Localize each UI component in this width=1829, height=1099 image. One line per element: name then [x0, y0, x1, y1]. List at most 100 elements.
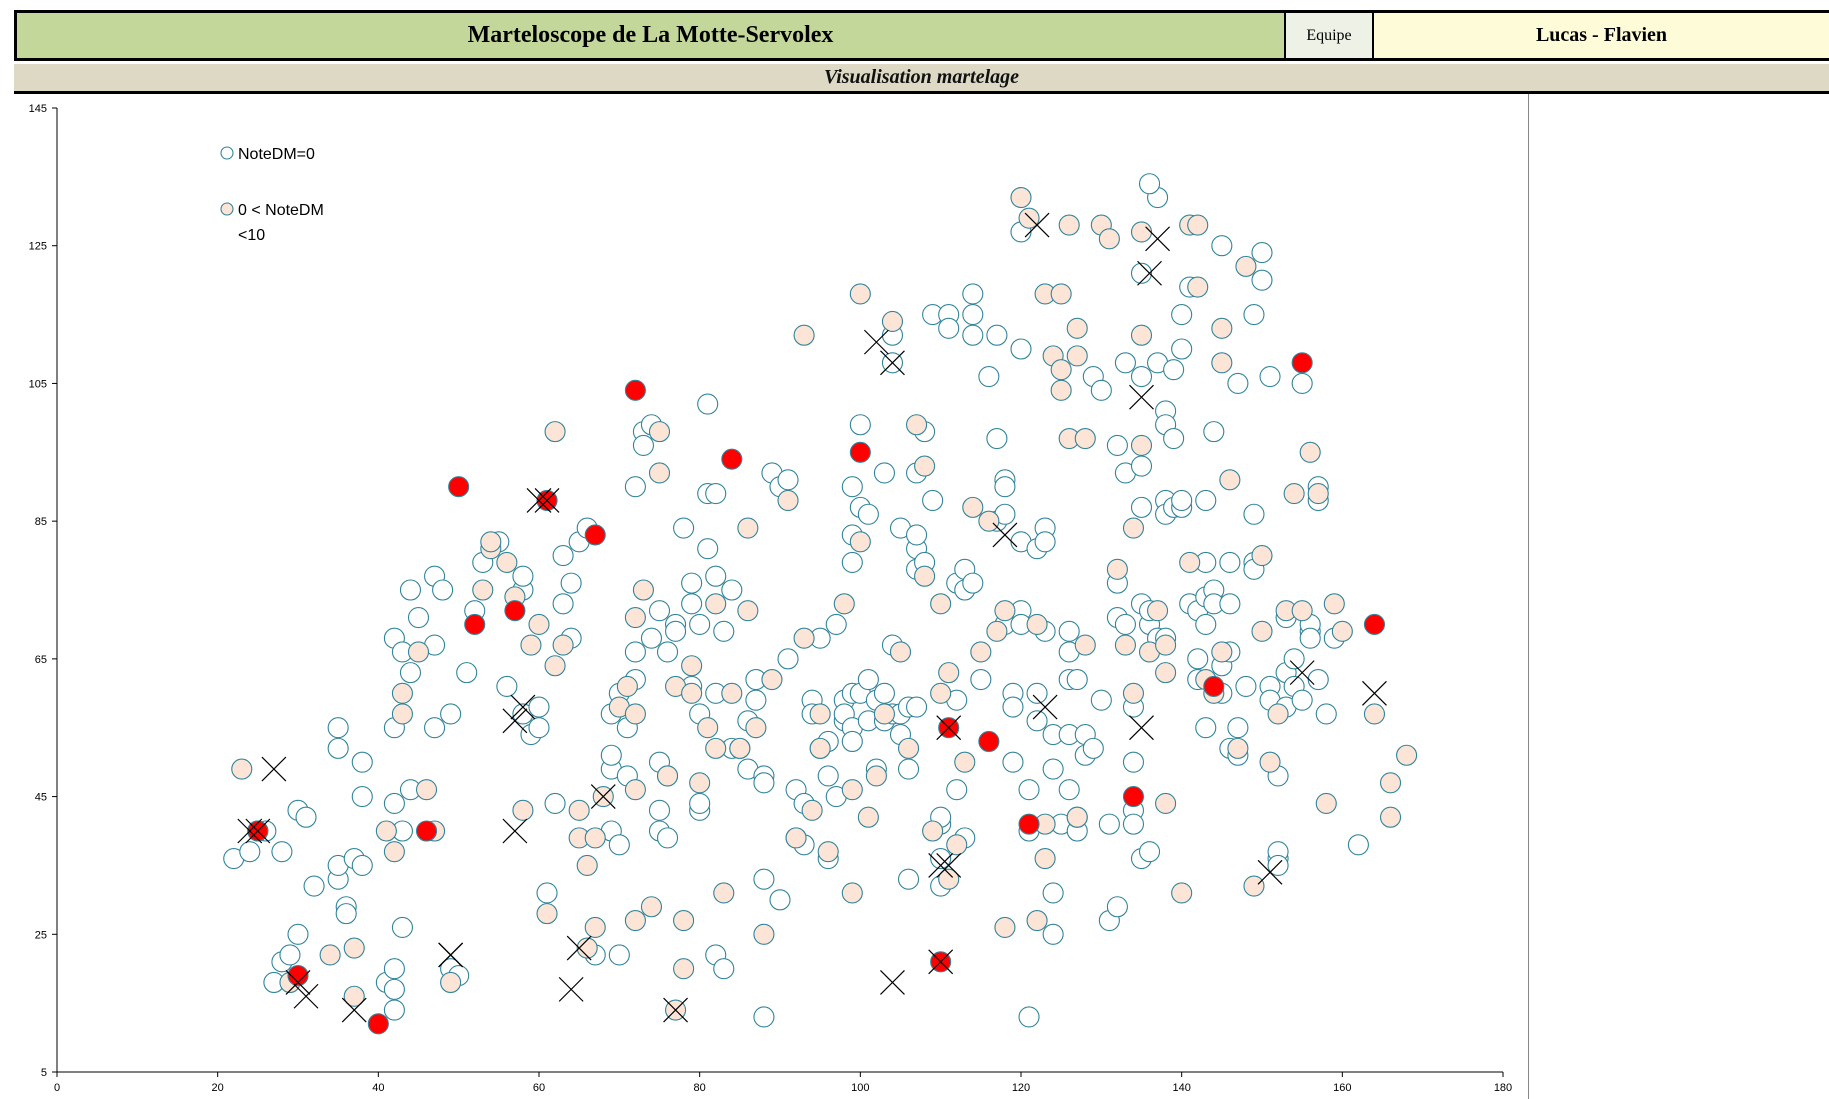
- open-point: [1219, 593, 1241, 615]
- open-point: [1219, 551, 1241, 574]
- open-point: [841, 730, 863, 753]
- red-point: [1122, 786, 1145, 808]
- open-point: [689, 792, 711, 815]
- beige-point: [930, 593, 952, 615]
- beige-point: [745, 717, 767, 739]
- open-point: [1130, 455, 1153, 477]
- open-point: [753, 868, 775, 890]
- open-point: [1235, 675, 1257, 697]
- open-point: [303, 875, 325, 897]
- open-point: [1171, 489, 1193, 512]
- open-point: [656, 641, 679, 663]
- open-point: [399, 662, 422, 684]
- cross-mark: [928, 853, 954, 878]
- open-point: [544, 792, 566, 815]
- cross-mark: [663, 997, 688, 1023]
- open-point: [271, 841, 293, 863]
- beige-point: [391, 682, 413, 704]
- red-point: [504, 600, 526, 622]
- beige-point: [544, 421, 566, 443]
- open-point: [1227, 372, 1249, 394]
- x-tick-label: 140: [1172, 1082, 1190, 1094]
- open-point: [753, 1006, 775, 1028]
- x-tick-label: 0: [54, 1082, 60, 1094]
- beige-point: [689, 772, 711, 794]
- beige-point: [1058, 214, 1080, 236]
- open-point: [1307, 668, 1329, 691]
- beige-point: [697, 717, 719, 739]
- open-point: [753, 772, 775, 794]
- beige-point: [1155, 634, 1177, 656]
- open-point: [1291, 689, 1313, 711]
- beige-point: [721, 682, 743, 704]
- open-point: [1171, 304, 1193, 326]
- beige-point: [978, 510, 1000, 532]
- open-point: [962, 324, 984, 346]
- cross-mark: [936, 715, 962, 741]
- beige-point: [1147, 600, 1169, 622]
- beige-point: [624, 606, 646, 629]
- open-point: [873, 682, 895, 704]
- beige-point: [865, 765, 887, 787]
- open-point: [1138, 841, 1161, 863]
- beige-point: [873, 703, 895, 725]
- open-point: [1291, 372, 1313, 394]
- open-point: [962, 572, 984, 594]
- beige-point: [809, 737, 831, 759]
- cross-mark: [341, 997, 367, 1023]
- open-point: [1347, 834, 1369, 856]
- open-point: [1058, 779, 1080, 801]
- beige-point: [1291, 600, 1313, 622]
- open-point: [1195, 717, 1217, 739]
- red-point: [464, 613, 486, 635]
- cross-mark: [1024, 212, 1050, 238]
- open-point: [1251, 269, 1273, 291]
- beige-point: [809, 703, 831, 725]
- legend-label-notedm-range: 0 < NoteDM: [238, 202, 324, 219]
- open-point: [1090, 689, 1112, 711]
- y-tick-label: 25: [35, 929, 47, 941]
- beige-point: [994, 916, 1016, 938]
- cross-mark: [1289, 660, 1315, 686]
- cross-mark: [1032, 694, 1058, 720]
- beige-point: [857, 806, 879, 828]
- open-point: [656, 827, 679, 849]
- open-point: [1203, 421, 1225, 443]
- open-point: [1018, 1006, 1040, 1028]
- beige-point: [375, 820, 397, 842]
- legend-beige-marker: [220, 202, 234, 216]
- open-point: [962, 283, 984, 305]
- beige-point: [681, 655, 703, 677]
- open-point: [1042, 923, 1064, 945]
- cross-mark: [245, 818, 271, 844]
- beige-point: [1050, 379, 1072, 401]
- open-point: [946, 779, 968, 801]
- beige-point: [231, 758, 253, 780]
- beige-point: [1050, 359, 1072, 381]
- beige-point: [785, 827, 807, 849]
- beige-point: [954, 751, 976, 773]
- x-tick-label: 60: [533, 1082, 545, 1094]
- beige-point: [1098, 228, 1120, 250]
- beige-point: [1379, 772, 1402, 794]
- open-point: [713, 958, 735, 980]
- open-point: [528, 717, 550, 739]
- cross-mark: [1129, 384, 1154, 410]
- cross-mark: [558, 976, 584, 1002]
- beige-point: [544, 655, 566, 677]
- beige-point: [440, 971, 462, 994]
- open-point: [552, 545, 574, 567]
- open-point: [239, 841, 261, 863]
- open-point: [608, 944, 630, 966]
- y-tick-label: 145: [29, 103, 47, 115]
- beige-point: [1363, 703, 1386, 725]
- beige-point: [1211, 317, 1233, 339]
- open-point: [552, 593, 574, 615]
- open-point: [769, 889, 791, 911]
- open-point: [1163, 359, 1185, 381]
- beige-point: [528, 613, 550, 635]
- open-point: [600, 744, 622, 766]
- open-point: [1138, 173, 1161, 195]
- beige-point: [632, 579, 654, 601]
- open-point: [825, 613, 847, 635]
